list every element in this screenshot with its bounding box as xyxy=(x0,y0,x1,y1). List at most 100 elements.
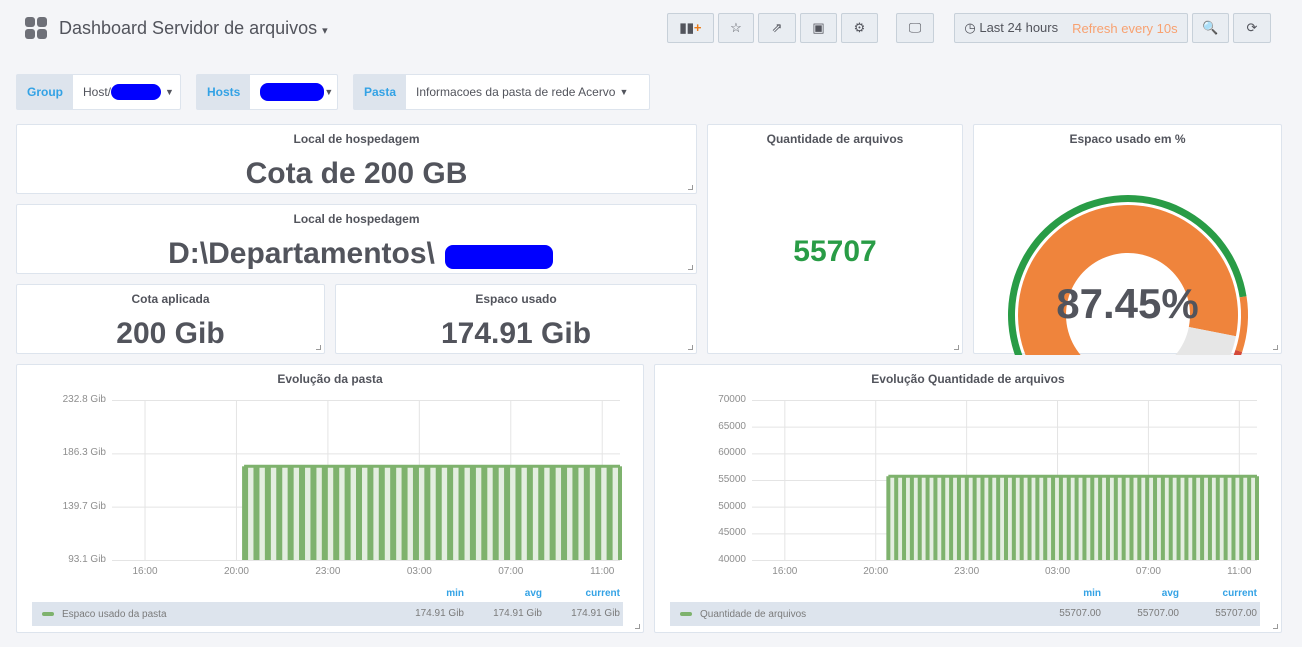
series-bar xyxy=(435,466,442,560)
series-bar xyxy=(1074,476,1079,560)
share-button[interactable]: ⇗ xyxy=(758,13,796,43)
series-area xyxy=(244,466,620,560)
add-panel-button[interactable]: ▮▮+ xyxy=(667,13,714,43)
series-bar xyxy=(458,466,465,560)
legend-header-current[interactable]: current xyxy=(1222,588,1257,599)
variable-hosts-select[interactable]: ▼ xyxy=(250,75,343,109)
variable-pasta-select[interactable]: Informacoes da pasta de rede Acervo ▼ xyxy=(406,75,638,109)
series-bar xyxy=(401,466,408,560)
zoom-out-button[interactable]: 🔍 xyxy=(1192,13,1229,43)
star-icon: ☆ xyxy=(730,20,742,35)
series-bar xyxy=(1098,476,1103,560)
series-name[interactable]: Quantidade de arquivos xyxy=(700,608,807,620)
series-color-icon xyxy=(42,612,54,616)
time-range-label: Last 24 hours xyxy=(979,20,1059,35)
panel-title: Local de hospedagem xyxy=(293,132,420,146)
panel-value: 174.91 Gib xyxy=(440,317,592,350)
gear-icon: ⚙ xyxy=(853,20,866,35)
series-bar xyxy=(1239,476,1244,560)
series-bar xyxy=(1113,476,1118,560)
legend-header-min[interactable]: min xyxy=(446,588,464,599)
legend-row[interactable]: Quantidade de arquivos xyxy=(670,602,1260,626)
resize-handle[interactable] xyxy=(954,345,959,350)
resize-handle[interactable] xyxy=(635,624,640,629)
series-bar xyxy=(909,476,914,560)
resize-handle[interactable] xyxy=(688,265,693,270)
star-button[interactable]: ☆ xyxy=(718,13,754,43)
y-tick-label: 40000 xyxy=(718,554,746,565)
tv-mode-button[interactable]: 🖵 xyxy=(896,13,934,43)
variable-hosts[interactable]: Hosts ▼ xyxy=(196,74,338,110)
series-bar xyxy=(1066,476,1071,560)
resize-handle[interactable] xyxy=(316,345,321,350)
x-tick-label: 11:00 xyxy=(590,566,615,577)
panel-title: Espaco usado em % xyxy=(1069,132,1186,146)
panel-title: Espaco usado xyxy=(475,292,557,306)
tv-mode-icon: 🖵 xyxy=(908,20,922,35)
panel-quantidade-arquivos: Quantidade de arquivos 55707 xyxy=(707,124,963,354)
resize-handle[interactable] xyxy=(1273,345,1278,350)
series-bar xyxy=(1145,476,1150,560)
add-panel-icon: ▮▮+ xyxy=(679,20,702,35)
series-bar xyxy=(1129,476,1134,560)
series-bar xyxy=(469,466,476,560)
resize-handle[interactable] xyxy=(1273,624,1278,629)
panel-espaco-percent: Espaco usado em % 87.45% xyxy=(973,124,1282,355)
refresh-icon: ⟳ xyxy=(1246,20,1258,35)
resize-handle[interactable] xyxy=(688,345,693,350)
variable-group-label: Group xyxy=(17,75,73,109)
series-bar xyxy=(538,466,545,560)
legend-header-min[interactable]: min xyxy=(1083,588,1101,599)
series-bar xyxy=(1090,476,1095,560)
series-bar xyxy=(1153,476,1158,560)
x-tick-label: 16:00 xyxy=(772,566,798,577)
series-bar xyxy=(964,476,969,560)
settings-button[interactable]: ⚙ xyxy=(841,13,878,43)
series-bar xyxy=(504,466,511,560)
series-name[interactable]: Espaco usado da pasta xyxy=(62,608,167,620)
legend-header-avg[interactable]: avg xyxy=(524,588,542,599)
variable-group[interactable]: Group Host/ ▼ xyxy=(16,74,181,110)
variable-group-select[interactable]: Host/ ▼ xyxy=(73,75,184,109)
grafana-apps-icon[interactable] xyxy=(25,17,47,39)
series-bar xyxy=(1207,476,1212,560)
series-bar xyxy=(606,466,613,560)
x-tick-label: 16:00 xyxy=(132,566,158,577)
x-tick-label: 03:00 xyxy=(406,566,432,577)
panel-value: Cota de 200 GB xyxy=(245,157,468,190)
refresh-button[interactable]: ⟳ xyxy=(1233,13,1271,43)
panel-title: Local de hospedagem xyxy=(293,212,420,226)
x-tick-label: 07:00 xyxy=(1135,566,1161,577)
save-button[interactable]: ▣ xyxy=(800,13,837,43)
series-bar xyxy=(310,466,317,560)
graph-plot[interactable] xyxy=(112,400,622,562)
gauge-threshold-crit xyxy=(1233,349,1243,355)
series-bar xyxy=(526,466,533,560)
caret-down-icon: ▾ xyxy=(322,25,328,37)
panel-title: Evolução da pasta xyxy=(277,372,383,386)
y-tick-label: 93.1 Gib xyxy=(68,554,106,565)
clock-icon: ◷ xyxy=(964,20,976,35)
series-bar xyxy=(917,476,922,560)
legend-header-avg[interactable]: avg xyxy=(1161,588,1179,599)
y-tick-label: 232.8 Gib xyxy=(62,394,106,405)
graph-plot[interactable] xyxy=(752,400,1259,562)
y-tick-label: 70000 xyxy=(718,394,746,405)
x-tick-label: 07:00 xyxy=(498,566,524,577)
series-bar xyxy=(1137,476,1142,560)
legend-row[interactable]: Espaco usado da pasta xyxy=(32,602,623,626)
legend-header-current[interactable]: current xyxy=(585,588,620,599)
redacted-mark xyxy=(111,84,162,100)
x-tick-label: 11:00 xyxy=(1227,566,1252,577)
dashboard-title[interactable]: Dashboard Servidor de arquivos ▾ xyxy=(59,18,328,39)
series-bar xyxy=(1168,476,1173,560)
series-bar xyxy=(1035,476,1040,560)
series-bar xyxy=(447,466,454,560)
series-bar xyxy=(583,466,590,560)
resize-handle[interactable] xyxy=(688,185,693,190)
x-tick-label: 03:00 xyxy=(1045,566,1071,577)
series-bar xyxy=(925,476,930,560)
dashboard-title-text: Dashboard Servidor de arquivos xyxy=(59,18,318,38)
time-picker-button[interactable]: ◷ Last 24 hours Refresh every 10s xyxy=(954,13,1188,43)
variable-pasta[interactable]: Pasta Informacoes da pasta de rede Acerv… xyxy=(353,74,650,110)
